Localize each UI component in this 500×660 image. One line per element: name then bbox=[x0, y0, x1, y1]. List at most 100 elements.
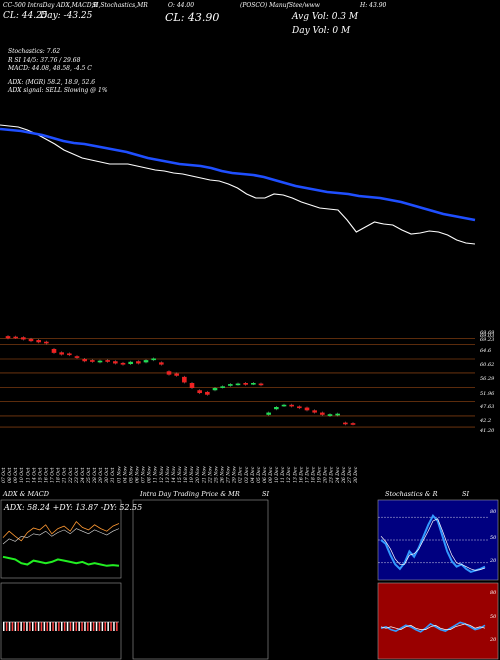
macd-bar bbox=[32, 622, 34, 631]
candle bbox=[266, 412, 271, 415]
candle bbox=[312, 410, 317, 413]
candle bbox=[105, 360, 110, 362]
date-label: 08 Oct bbox=[7, 467, 13, 483]
adx-plus-di-line bbox=[2, 520, 120, 542]
price-axis-label: 69.03 bbox=[480, 333, 494, 339]
date-label: 26 Dec bbox=[341, 466, 347, 484]
candle bbox=[327, 414, 333, 416]
date-label: 10 Oct bbox=[19, 467, 25, 483]
candle bbox=[350, 423, 356, 425]
candle bbox=[228, 384, 233, 386]
date-label: 18 Oct bbox=[56, 467, 62, 483]
date-label: 30 Oct bbox=[104, 467, 110, 483]
macd-bar bbox=[58, 622, 60, 631]
header-open: O: 44.00 bbox=[168, 2, 195, 9]
candle bbox=[90, 360, 95, 362]
header-line1: CC-500 IntraDay ADX,MACD,B bbox=[3, 2, 98, 9]
adx-signal: ADX signal: SELL Slowing @ 1% bbox=[8, 87, 108, 94]
macd-bar bbox=[104, 622, 106, 631]
macd-bar bbox=[20, 622, 22, 631]
date-label: 05 Nov bbox=[128, 466, 134, 483]
price-axis-label: 60.62 bbox=[480, 362, 494, 368]
candle bbox=[120, 362, 126, 365]
macd-bar bbox=[116, 622, 118, 631]
intraday-panel-si: SI bbox=[262, 490, 270, 498]
adx-minus-di-line bbox=[2, 555, 120, 567]
date-label: 17 Oct bbox=[50, 467, 56, 483]
header-cl-small: CL: 44.25 bbox=[3, 11, 48, 21]
date-label: 09 Oct bbox=[13, 467, 19, 483]
macd-bar bbox=[69, 622, 72, 631]
candle bbox=[113, 361, 118, 364]
date-label: 07 Oct bbox=[1, 467, 7, 483]
macd-bar bbox=[92, 622, 95, 631]
moving-average-line bbox=[0, 127, 476, 222]
candle bbox=[205, 391, 210, 395]
macd-bar bbox=[52, 622, 54, 631]
date-label: 29 Oct bbox=[98, 467, 104, 484]
date-label: 08 Nov bbox=[147, 466, 153, 483]
date-label: 13 Dec bbox=[292, 466, 298, 483]
stoch-panel-si: SI bbox=[462, 490, 470, 498]
candle bbox=[159, 362, 164, 365]
date-label: 25 Oct bbox=[86, 467, 92, 484]
candle bbox=[143, 360, 149, 363]
date-label: 29 Nov bbox=[232, 466, 238, 484]
stochastic-d-line bbox=[380, 518, 486, 571]
price-axis-label: 51.96 bbox=[480, 391, 495, 397]
candle bbox=[274, 406, 279, 410]
header-close-big: CL: 43.90 bbox=[165, 11, 220, 24]
date-label: 06 Dec bbox=[262, 466, 268, 483]
adx-line bbox=[2, 528, 120, 545]
stoch-readout: Stochastics: 7.62 bbox=[8, 48, 61, 55]
candle bbox=[36, 340, 41, 343]
date-label: 23 Oct bbox=[74, 467, 80, 484]
macd-bar bbox=[87, 622, 89, 631]
adx-readout: ADX: (MGR) 58.2, 18.9, 52.6 bbox=[8, 79, 96, 86]
date-label: 24 Dec bbox=[335, 466, 341, 484]
macd-bar bbox=[26, 622, 28, 631]
date-label: 19 Dec bbox=[317, 466, 323, 483]
header-high: H: 43.90 bbox=[360, 2, 387, 9]
macd-bar bbox=[17, 622, 19, 631]
date-label: 11 Nov bbox=[153, 466, 159, 483]
macd-bar bbox=[72, 622, 75, 631]
candle bbox=[281, 404, 287, 407]
date-label: 19 Nov bbox=[189, 466, 195, 483]
macd-bar bbox=[3, 622, 5, 631]
date-label: 22 Oct bbox=[68, 467, 74, 484]
macd-bar bbox=[95, 622, 98, 631]
date-label: 17 Dec bbox=[304, 466, 310, 483]
intraday-panel-title: Intra Day Trading Price & MR bbox=[140, 490, 240, 498]
candle bbox=[51, 348, 57, 353]
date-label: 21 Nov bbox=[201, 466, 207, 484]
date-label: 16 Dec bbox=[298, 466, 304, 483]
candle bbox=[243, 383, 248, 385]
date-label: 31 Oct bbox=[110, 467, 116, 483]
date-label: 04 Nov bbox=[122, 466, 128, 483]
candle bbox=[28, 338, 34, 342]
macd-bar bbox=[84, 622, 86, 631]
candle bbox=[59, 352, 64, 355]
candle bbox=[166, 371, 172, 375]
date-label: 18 Dec bbox=[311, 466, 317, 483]
header-line1b: SI,Stochastics,MR bbox=[92, 2, 148, 9]
macd-bar bbox=[63, 622, 66, 631]
date-label: 06 Nov bbox=[135, 466, 141, 483]
date-label: 28 Oct bbox=[92, 467, 98, 484]
candle bbox=[44, 341, 49, 344]
candle bbox=[212, 388, 218, 391]
candle bbox=[21, 337, 26, 340]
macd-bar bbox=[8, 622, 11, 631]
stoch-tick-50: 50 bbox=[490, 535, 497, 541]
macd-bar bbox=[14, 622, 17, 631]
macd-bar bbox=[101, 622, 104, 631]
stochastic-k-line bbox=[380, 513, 486, 573]
price-axis-label: 69.23 bbox=[480, 337, 494, 343]
macd-bar bbox=[49, 622, 51, 631]
price-axis-label: 47.63 bbox=[479, 404, 494, 410]
candle bbox=[297, 406, 302, 409]
candle bbox=[251, 383, 256, 385]
